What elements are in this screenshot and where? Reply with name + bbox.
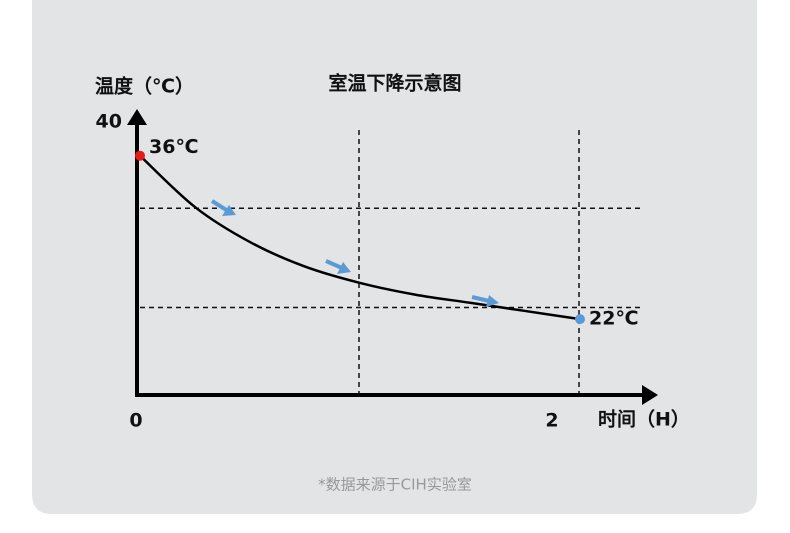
x-tick-label: 2 bbox=[545, 410, 558, 432]
chart: 室温下降示意图 温度（℃） 时间（H） *数据来源于CIH实验室 40 0 2 36℃… bbox=[0, 0, 790, 529]
point bbox=[575, 314, 585, 324]
footnote: *数据来源于CIH实验室 bbox=[318, 476, 472, 494]
x-axis-label: 时间（H） bbox=[598, 408, 690, 431]
point-label: 36℃ bbox=[149, 136, 198, 158]
y-tick-label: 40 bbox=[96, 111, 122, 133]
point-label: 22℃ bbox=[589, 308, 638, 330]
point bbox=[135, 151, 145, 161]
y-axis-label: 温度（℃） bbox=[95, 75, 194, 98]
chart-title: 室温下降示意图 bbox=[328, 72, 461, 95]
page: {"chart_data": { "type": "line", "title"… bbox=[0, 0, 790, 529]
x-tick-label: 0 bbox=[129, 410, 142, 432]
